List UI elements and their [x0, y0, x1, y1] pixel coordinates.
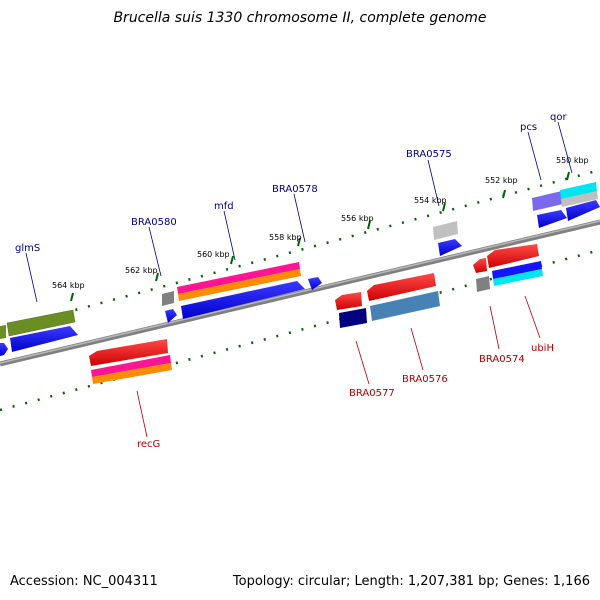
gene-cog-navy-bra0577 [339, 308, 367, 328]
reverse-label-leaders [136, 295, 541, 438]
kbp-label-554: 554 kbp [414, 196, 447, 205]
gene-arrow-bra0580 [165, 309, 177, 323]
gene-cog-pink-recg [91, 355, 171, 377]
gene-label-ubih: ubiH [531, 343, 554, 354]
kbp-label-558: 558 kbp [269, 233, 302, 242]
gene-label-bra0575: BRA0575 [406, 149, 452, 160]
gene-arrow-qor [566, 200, 600, 221]
gene-label-mfd: mfd [214, 201, 234, 212]
map-title: Brucella suis 1330 chromosome II, comple… [113, 10, 487, 26]
gene-label-qor: qor [550, 112, 567, 123]
reverse-gene-labels: recG BRA0577 BRA0576 BRA0574 ubiH [137, 343, 554, 450]
gene-cog-grey-1 [162, 291, 174, 306]
gene-arrow-bra0575 [438, 239, 462, 256]
gene-label-bra0576: BRA0576 [402, 374, 448, 385]
gene-arrow-recg [89, 339, 168, 366]
gene-arrow-1 [0, 343, 8, 356]
kbp-label-562: 562 kbp [125, 266, 158, 275]
gene-arrow-ubih [487, 244, 539, 268]
gene-cog-cyan-ubih [493, 269, 543, 286]
forward-label-leaders [25, 121, 573, 303]
gene-cog-grey-qor [561, 191, 598, 207]
gene-cog-cyan-qor [560, 182, 597, 200]
gene-arrow-small-red [473, 258, 487, 273]
gene-label-bra0578: BRA0578 [272, 184, 318, 195]
gene-label-bra0580: BRA0580 [131, 217, 177, 228]
gene-cog-orange-mfd [178, 269, 301, 301]
reverse-strand-genes [89, 244, 543, 384]
accession-text: Accession: NC_004311 [10, 574, 158, 589]
gene-cog-grey-bra0575 [433, 221, 458, 240]
kbp-label-560: 560 kbp [197, 250, 230, 259]
gene-cog-grey-bra0574 [476, 276, 490, 292]
genome-stats-text: Topology: circular; Length: 1,207,381 bp… [232, 574, 590, 589]
gene-cog-green-glms [6, 309, 76, 337]
gene-arrow-bra0576 [367, 273, 436, 301]
gene-cog-orange-recg [92, 363, 172, 384]
kbp-labels: 550 kbp 552 kbp 554 kbp 556 kbp 558 kbp … [52, 156, 589, 290]
gene-label-glms: glmS [15, 243, 40, 254]
gene-arrow-bra0577 [335, 292, 362, 310]
gene-cog-pink-mfd [177, 262, 300, 294]
gene-arrow-glms [10, 326, 78, 352]
gene-cog-green-1 [0, 325, 6, 339]
forward-gene-labels: qor pcs BRA0575 BRA0578 mfd BRA0580 glmS [15, 112, 567, 254]
kbp-label-550: 550 kbp [556, 156, 589, 165]
gene-arrow-pcs [537, 210, 567, 228]
gene-arrow-mfd [181, 281, 305, 319]
gene-label-bra0577: BRA0577 [349, 388, 395, 399]
kbp-label-564: 564 kbp [52, 281, 85, 290]
gene-cog-steelblue-bra0576 [370, 291, 440, 321]
gene-label-recg: recG [137, 439, 160, 450]
gene-arrow-bra0578 [308, 277, 322, 290]
gene-label-bra0574: BRA0574 [479, 354, 525, 365]
gene-cog-blue-ubih [492, 261, 542, 279]
gene-cog-purple-pcs [532, 191, 563, 211]
forward-strand-genes [0, 182, 600, 356]
major-ticks [70, 171, 570, 302]
gene-label-pcs: pcs [520, 122, 537, 133]
chromosome-backbone [0, 219, 600, 367]
kbp-label-552: 552 kbp [485, 176, 518, 185]
kbp-label-556: 556 kbp [341, 214, 374, 223]
